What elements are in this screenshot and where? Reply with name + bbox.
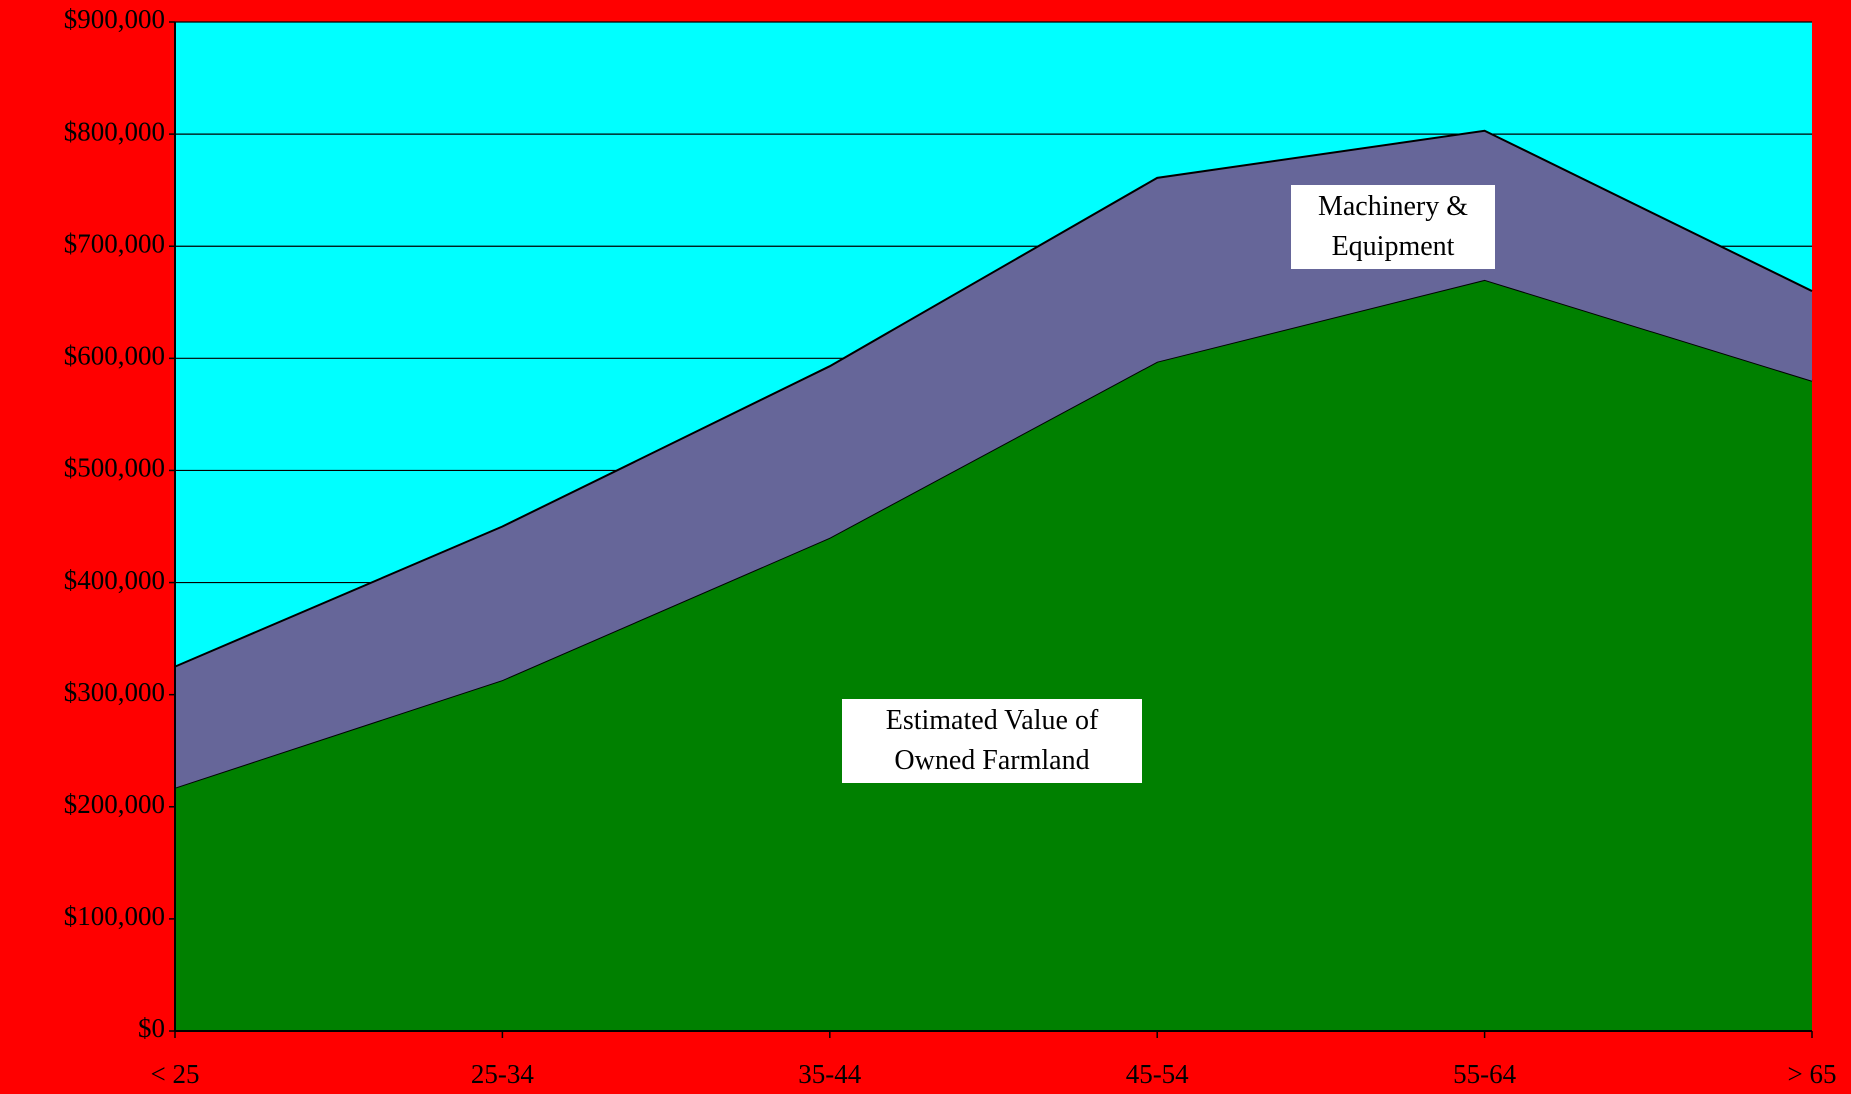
y-tick-label: $700,000 bbox=[64, 228, 165, 258]
series-label: Estimated Value of Owned Farmland bbox=[842, 699, 1142, 783]
y-tick-label: $0 bbox=[138, 1013, 165, 1043]
area bbox=[175, 279, 1812, 1031]
area-edge bbox=[174, 129, 1813, 668]
x-tick-label: 35-44 bbox=[798, 1059, 861, 1089]
y-tick-label: $500,000 bbox=[64, 453, 165, 483]
y-tick-label: $100,000 bbox=[64, 901, 165, 931]
x-tick-label: 55-64 bbox=[1453, 1059, 1516, 1089]
y-tick-label: $300,000 bbox=[64, 677, 165, 707]
y-tick-label: $600,000 bbox=[64, 341, 165, 371]
x-tick-label: 25-34 bbox=[471, 1059, 534, 1089]
series-label: Machinery & Equipment bbox=[1291, 185, 1495, 269]
y-tick-label: $800,000 bbox=[64, 116, 165, 146]
x-tick-label: > 65 bbox=[1788, 1059, 1837, 1089]
y-tick-label: $400,000 bbox=[64, 565, 165, 595]
x-tick-label: 45-54 bbox=[1126, 1059, 1189, 1089]
y-tick-label: $900,000 bbox=[64, 4, 165, 34]
area bbox=[175, 130, 1812, 788]
x-tick-label: < 25 bbox=[151, 1059, 200, 1089]
y-tick-label: $200,000 bbox=[64, 789, 165, 819]
